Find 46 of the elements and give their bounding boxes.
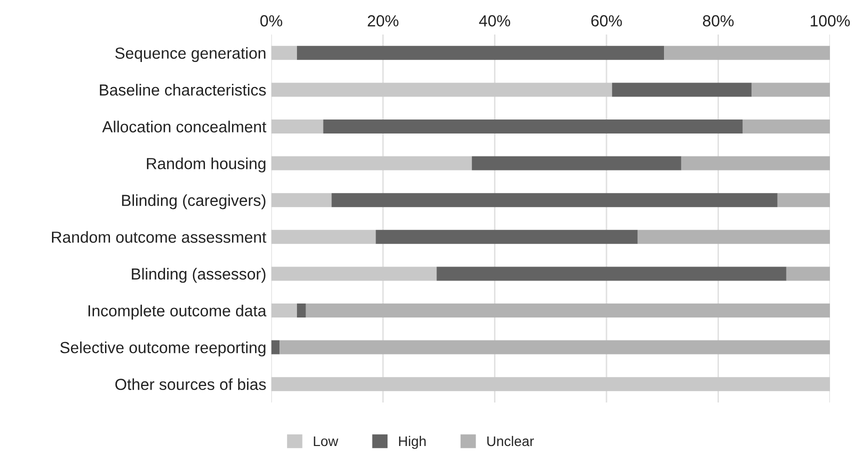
bar: [271, 340, 280, 354]
bar: [280, 340, 830, 354]
y-tick-label: Selective outcome reeporting: [60, 342, 266, 356]
y-tick-label: Blinding (caregivers): [122, 194, 266, 210]
bar: [332, 193, 778, 208]
x-tick-label: 20%: [368, 15, 398, 26]
x-tick-label: 100%: [810, 15, 850, 26]
legend-label: Unclear: [487, 436, 534, 446]
bar: [296, 46, 664, 60]
bar: [271, 193, 332, 208]
legend-label: High: [399, 436, 426, 449]
y-tick-label: Random housing: [146, 158, 266, 172]
bar: [786, 266, 830, 281]
y-tick-label: Random outcome assessment: [52, 231, 266, 243]
y-tick-label: Incomplete outcome data: [88, 304, 266, 320]
bar: [271, 266, 437, 281]
legend-label: Low: [314, 436, 338, 446]
bar: [296, 304, 306, 318]
y-tick-label: Allocation concealment: [102, 120, 266, 132]
bar: [742, 120, 830, 134]
bar: [638, 230, 830, 244]
bar: [323, 120, 743, 134]
y-tick-label: Baseline characteristics: [100, 84, 266, 96]
bar: [271, 156, 472, 170]
bar: [271, 230, 376, 244]
bar: [752, 82, 830, 97]
bar: [664, 46, 830, 60]
x-tick-label: 0%: [260, 15, 282, 26]
y-tick-label: Other sources of bias: [115, 378, 266, 390]
x-tick-label: 80%: [702, 15, 734, 26]
x-tick-label: 60%: [591, 15, 622, 26]
bar: [271, 82, 612, 97]
bar: [777, 193, 830, 208]
y-tick-label: Sequence generation: [115, 47, 266, 62]
bar: [271, 46, 297, 60]
bar: [472, 156, 682, 170]
bar: [376, 230, 638, 244]
bar: [436, 266, 786, 281]
y-tick-label: Blinding (assessor): [132, 268, 266, 283]
x-tick-label: 40%: [479, 15, 510, 26]
bar: [612, 82, 752, 97]
bar: [271, 377, 830, 392]
bar: [271, 304, 297, 318]
bar: [271, 120, 324, 134]
bar: [306, 304, 830, 318]
bar: [681, 156, 830, 170]
